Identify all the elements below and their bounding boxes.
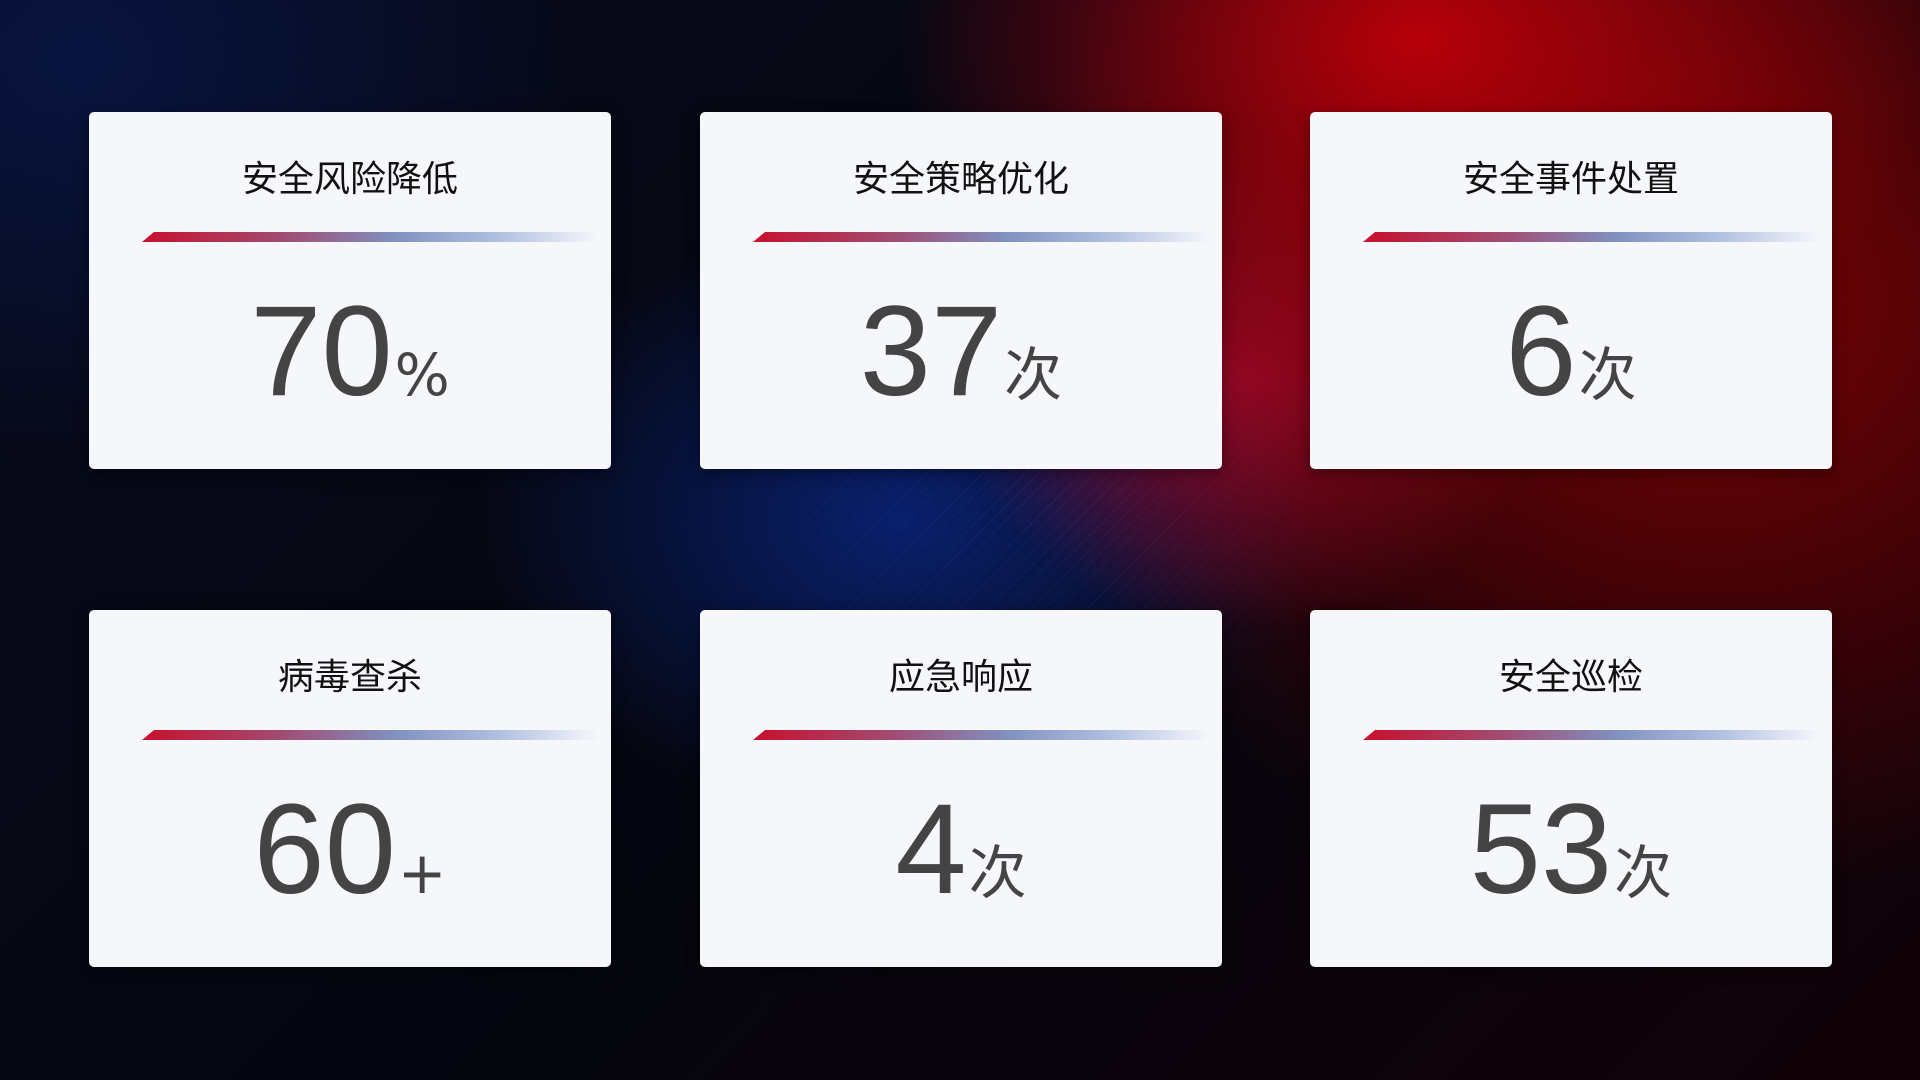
value-unit: 次 xyxy=(1578,341,1637,409)
card-value: 53次 xyxy=(1310,775,1832,925)
card-title: 应急响应 xyxy=(888,657,1033,698)
card-title: 安全巡检 xyxy=(1498,657,1643,698)
card-divider xyxy=(753,232,1210,242)
value-unit: % xyxy=(394,341,450,409)
value-number: 37 xyxy=(859,280,1003,423)
stat-card-virus-removal: 病毒查杀 60+ xyxy=(89,610,611,967)
value-unit: + xyxy=(397,839,447,907)
stat-card-risk-reduction: 安全风险降低 70% xyxy=(89,112,611,469)
card-value: 37次 xyxy=(700,277,1222,427)
stat-card-policy-optimization: 安全策略优化 37次 xyxy=(700,112,1222,469)
stat-card-security-patrol: 安全巡检 53次 xyxy=(1310,610,1832,967)
card-divider xyxy=(753,730,1210,740)
stat-card-incident-handling: 安全事件处置 6次 xyxy=(1310,112,1832,469)
card-divider xyxy=(1363,730,1820,740)
stat-card-emergency-response: 应急响应 4次 xyxy=(700,610,1222,967)
value-number: 60 xyxy=(253,778,396,921)
card-divider xyxy=(142,232,599,242)
value-number: 70 xyxy=(250,280,393,423)
card-title: 安全策略优化 xyxy=(852,159,1069,200)
card-divider xyxy=(142,730,599,740)
card-divider xyxy=(1363,232,1820,242)
value-number: 53 xyxy=(1469,778,1613,921)
value-unit: 次 xyxy=(1614,839,1673,907)
card-value: 60+ xyxy=(89,775,611,925)
value-number: 4 xyxy=(895,778,967,921)
card-title: 安全风险降低 xyxy=(241,159,458,200)
value-number: 6 xyxy=(1505,280,1577,423)
card-value: 6次 xyxy=(1310,277,1832,427)
card-title: 病毒查杀 xyxy=(277,657,422,698)
card-value: 4次 xyxy=(700,775,1222,925)
value-unit: 次 xyxy=(1004,341,1063,409)
value-unit: 次 xyxy=(968,839,1027,907)
card-title: 安全事件处置 xyxy=(1462,159,1679,200)
card-value: 70% xyxy=(89,277,611,427)
